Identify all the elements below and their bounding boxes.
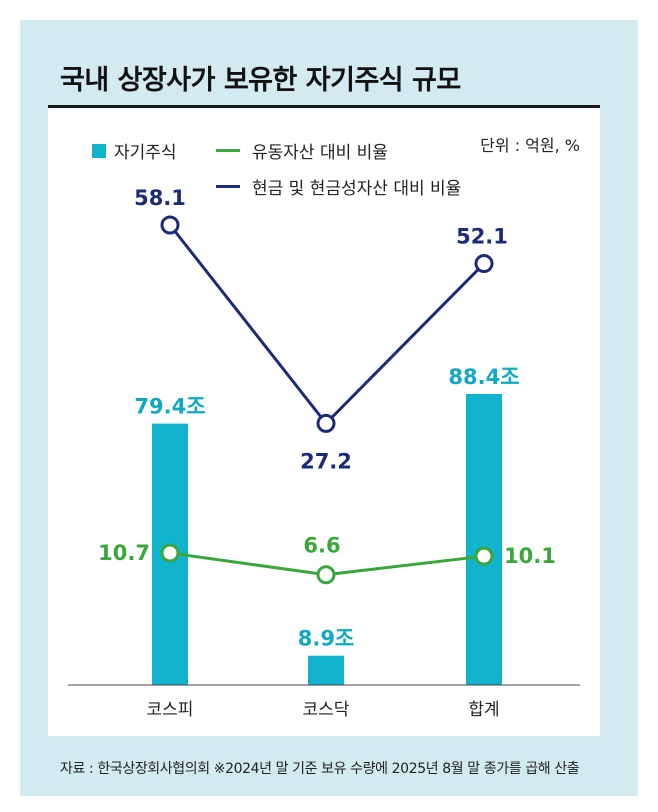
green-value-label: 6.6 — [303, 534, 340, 558]
x-tick-label: 코스닥 — [303, 700, 350, 720]
navy-series-line — [168, 224, 486, 426]
legend-navy-label: 현금 및 현금성자산 대비 비율 — [252, 179, 462, 199]
legend-bar-label: 자기주식 — [114, 143, 177, 163]
title-divider — [48, 105, 600, 108]
navy-value-label: 52.1 — [456, 225, 508, 249]
legend-green-swatch — [216, 149, 240, 152]
green-value-label: 10.7 — [98, 541, 150, 565]
legend-bar: 자기주식 — [92, 138, 177, 163]
x-tick-label: 코스피 — [147, 700, 194, 720]
legend-green-label: 유동자산 대비 비율 — [252, 143, 388, 163]
green-point — [316, 565, 336, 585]
legend-green-line: 유동자산 대비 비율 — [216, 138, 388, 163]
chart-title: 국내 상장사가 보유한 자기주식 규모 — [60, 65, 461, 96]
green-point — [160, 543, 180, 563]
bar-value-label: 79.4조 — [134, 395, 205, 419]
navy-value-label: 27.2 — [300, 449, 352, 473]
navy-point — [316, 413, 336, 433]
source-note: 자료 : 한국상장회사협의회 ※2024년 말 기준 보유 수량에 2025년 … — [60, 761, 580, 777]
navy-point — [160, 215, 180, 235]
bar-2 — [466, 394, 502, 685]
bar-1 — [308, 655, 344, 685]
combo-chart: 코스피 코스닥 합계 79.4조 8.9조 88.4조 58.1 27.2 52.1 10.7 6.… — [68, 186, 580, 720]
bar-value-label: 88.4조 — [448, 365, 519, 389]
x-tick-label: 합계 — [468, 700, 499, 720]
green-point — [474, 546, 494, 566]
green-value-label: 10.1 — [504, 544, 556, 568]
legend-navy-line: 현금 및 현금성자산 대비 비율 — [216, 174, 461, 199]
chart-panel: 자기주식 유동자산 대비 비율 현금 및 현금성자산 대비 비율 단위 : 억원… — [48, 108, 600, 736]
legend-bar-swatch — [92, 143, 106, 158]
navy-value-label: 58.1 — [134, 186, 186, 210]
legend-navy-swatch — [216, 185, 240, 188]
bar-value-label: 8.9조 — [298, 627, 355, 651]
navy-point — [474, 254, 494, 274]
unit-label: 단위 : 억원, % — [480, 136, 580, 155]
